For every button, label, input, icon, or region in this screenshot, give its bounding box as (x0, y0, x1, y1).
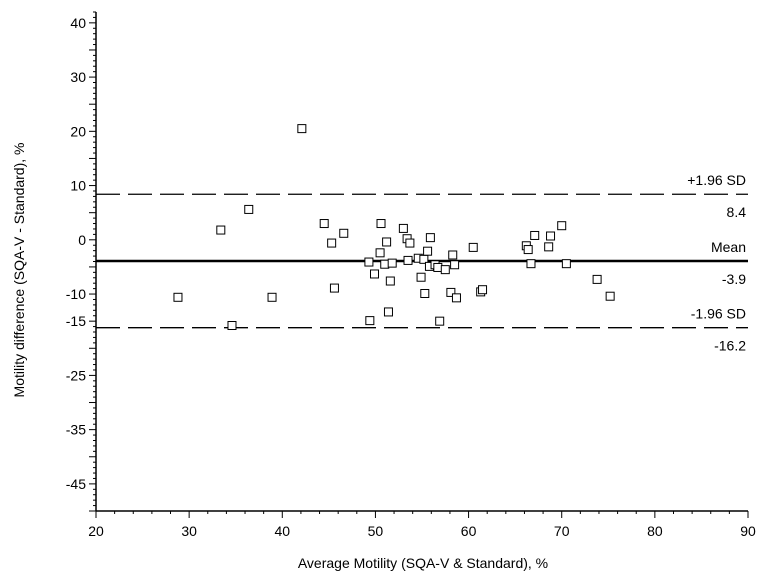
data-point (561, 259, 571, 269)
data-point (365, 316, 375, 326)
data-point (451, 293, 461, 303)
reference-line-value: -16.2 (714, 338, 746, 354)
data-point (398, 223, 408, 233)
data-point (385, 276, 395, 286)
x-tick-label: 80 (647, 523, 663, 539)
y-tick-label: 20 (70, 123, 86, 139)
data-point (369, 269, 379, 279)
x-tick-label: 90 (740, 523, 756, 539)
y-tick-label: 0 (78, 232, 86, 248)
data-point (448, 250, 458, 260)
x-tick-label: 30 (181, 523, 197, 539)
data-point (557, 221, 567, 231)
data-point (173, 292, 183, 302)
data-point (420, 289, 430, 299)
x-tick-label: 50 (368, 523, 384, 539)
data-point (526, 259, 536, 269)
y-axis-title: Motility difference (SQA-V - Standard), … (11, 143, 27, 398)
data-point (523, 245, 533, 255)
data-point (433, 262, 443, 272)
reference-line-name: +1.96 SD (687, 172, 746, 188)
data-points (173, 124, 615, 331)
y-tick-label: 30 (70, 69, 86, 85)
data-point (605, 291, 615, 301)
data-point (423, 246, 433, 256)
data-point (329, 283, 339, 293)
reference-line-name: Mean (711, 239, 746, 255)
data-point (375, 248, 385, 258)
data-point (425, 233, 435, 243)
y-tick-label: -15 (66, 313, 86, 329)
data-point (544, 242, 554, 252)
data-point (416, 272, 426, 282)
y-tick-label: 10 (70, 178, 86, 194)
data-point (450, 260, 460, 270)
reference-line-name: -1.96 SD (691, 306, 746, 322)
data-point (382, 237, 392, 247)
data-point (216, 225, 226, 235)
data-point (319, 219, 329, 229)
data-point (387, 258, 397, 268)
data-point (468, 242, 478, 252)
reference-line-value: 8.4 (727, 204, 747, 220)
data-point (227, 321, 237, 331)
axes: 40 30 20 10 0 -10 -15 -25 -35 -45 20 30 40 50 60 70 80 90 (66, 11, 756, 539)
data-point (267, 292, 277, 302)
data-point (383, 307, 393, 317)
data-point (339, 228, 349, 238)
data-point (376, 219, 386, 229)
data-point (327, 238, 337, 248)
x-axis-title: Average Motility (SQA-V & Standard), % (298, 555, 548, 571)
data-point (440, 265, 450, 275)
x-tick-label: 60 (461, 523, 477, 539)
data-point (297, 124, 307, 134)
x-tick-label: 70 (554, 523, 570, 539)
data-point (435, 316, 445, 326)
x-tick-label: 40 (274, 523, 290, 539)
data-point (405, 238, 415, 248)
data-point (364, 257, 374, 267)
x-tick-label: 20 (88, 523, 104, 539)
data-point (530, 230, 540, 240)
data-point (380, 259, 390, 269)
reference-line-labels: +1.96 SD 8.4 Mean -3.9 -1.96 SD -16.2 (687, 172, 746, 353)
y-tick-label: 40 (70, 15, 86, 31)
data-point (244, 204, 254, 214)
data-point (446, 287, 456, 297)
data-point (403, 255, 413, 265)
reference-line-value: -3.9 (722, 271, 746, 287)
data-point (592, 274, 602, 284)
y-tick-label: -25 (66, 367, 86, 383)
data-point (478, 285, 488, 295)
y-tick-label: -10 (66, 286, 86, 302)
y-tick-label: -35 (66, 422, 86, 438)
y-tick-label: -45 (66, 476, 86, 492)
data-point (546, 231, 556, 241)
